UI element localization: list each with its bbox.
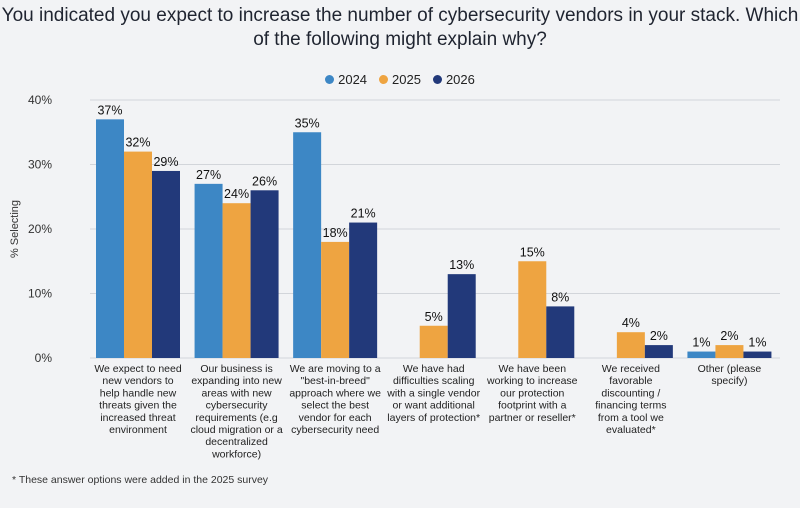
legend-swatch-1 [379,75,389,84]
bar-2025-0 [124,151,152,358]
legend-label-0: 2024 [338,72,368,87]
data-label: 13% [449,258,474,272]
x-tick-label: We have been working to increase our prote… [486,363,578,424]
bar-2025-1 [222,203,251,358]
legend-swatch-0 [325,75,335,84]
data-label: 26% [252,174,277,188]
data-label: 29% [153,155,178,169]
data-label: 4% [622,316,640,330]
bar-2026-1 [250,190,279,358]
bar-2025-5 [616,332,645,358]
legend-item-2: 2026 [432,72,475,87]
data-label: 32% [125,136,150,150]
data-label: 1% [692,336,710,350]
bar-2026-2 [349,222,378,358]
bar-2025-3 [419,325,448,358]
bar-2026-0 [152,170,180,358]
bar-2024-0 [96,119,124,358]
x-tick-label: We expect to need new vendors to help hand… [94,363,182,436]
legend-swatch-2 [432,75,442,84]
bar-2025-6 [715,345,744,358]
data-label: 8% [551,290,569,304]
legend-label-2: 2026 [445,72,475,87]
y-tick-label: 40% [28,93,52,107]
data-label: 35% [295,116,320,130]
bar-2026-5 [644,345,673,358]
bar-2024-6 [687,351,716,358]
data-label: 1% [748,336,766,350]
y-tick-label: 10% [28,287,52,301]
data-label: 18% [323,226,348,240]
data-label: 2% [650,329,668,343]
data-label: 21% [351,207,376,221]
bar-2025-4 [518,261,547,358]
x-tick-label: We have had difficulties scaling with a si… [386,363,480,424]
data-label: 2% [720,329,738,343]
y-axis-label: % Selecting [9,200,21,258]
data-label: 37% [97,103,122,117]
x-tick-label: We received favorable discounting / financi… [595,363,666,436]
data-label: 15% [520,245,545,259]
legend: 2024 2025 2026 [0,72,800,87]
y-tick-label: 0% [35,351,53,365]
bar-2026-4 [546,306,575,358]
data-label: 5% [425,310,443,324]
footnote: * These answer options were added in the… [12,474,269,486]
chart-title: You indicated you expect to increase the… [1,5,799,50]
x-tick-label: Our business is expanding into new areas w… [190,363,282,460]
x-tick-label: Other (please specify) [698,363,762,387]
bar-2024-2 [293,132,322,358]
bar-2025-2 [321,241,350,358]
y-tick-label: 30% [28,158,52,172]
legend-item-0: 2024 [325,72,367,87]
bar-2026-6 [743,351,772,358]
x-tick-label: We are moving to a "best-in-breed" approac… [289,363,381,436]
legend-item-1: 2025 [379,72,421,87]
bar-2026-3 [447,274,476,358]
data-label: 27% [196,168,221,182]
y-tick-label: 20% [28,222,52,236]
data-label: 24% [224,187,249,201]
bar-2024-1 [194,183,223,358]
legend-label-1: 2025 [392,72,421,87]
